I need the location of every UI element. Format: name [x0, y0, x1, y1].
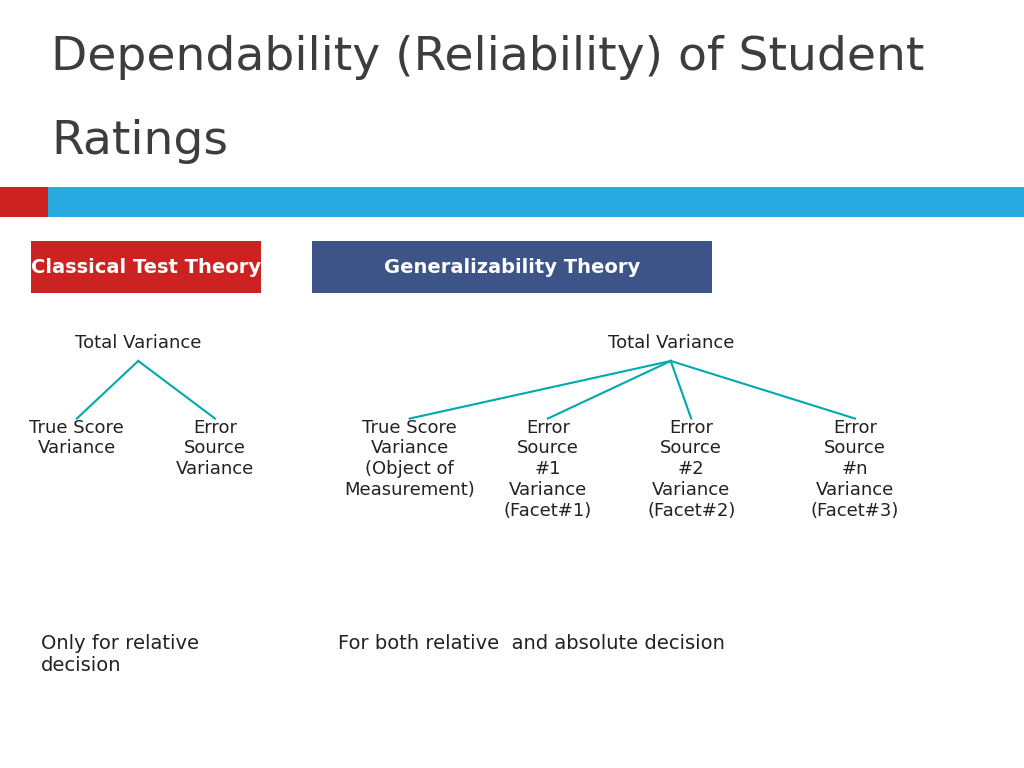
Text: Dependability (Reliability) of Student: Dependability (Reliability) of Student	[51, 35, 925, 80]
Text: Only for relative
decision: Only for relative decision	[41, 634, 199, 674]
Text: Ratings: Ratings	[51, 119, 228, 164]
Text: Classical Test Theory: Classical Test Theory	[31, 258, 261, 276]
Text: Total Variance: Total Variance	[607, 334, 734, 352]
Text: Error
Source
#n
Variance
(Facet#3): Error Source #n Variance (Facet#3)	[811, 419, 899, 520]
Text: Error
Source
#1
Variance
(Facet#1): Error Source #1 Variance (Facet#1)	[504, 419, 592, 520]
Text: Total Variance: Total Variance	[75, 334, 202, 352]
Text: Generalizability Theory: Generalizability Theory	[384, 258, 640, 276]
Text: For both relative  and absolute decision: For both relative and absolute decision	[338, 634, 725, 653]
Text: Error
Source
#2
Variance
(Facet#2): Error Source #2 Variance (Facet#2)	[647, 419, 735, 520]
FancyBboxPatch shape	[0, 187, 48, 217]
Text: Error
Source
Variance: Error Source Variance	[176, 419, 254, 478]
FancyBboxPatch shape	[312, 241, 712, 293]
Text: True Score
Variance: True Score Variance	[30, 419, 124, 458]
FancyBboxPatch shape	[48, 187, 1024, 217]
Text: True Score
Variance
(Object of
Measurement): True Score Variance (Object of Measureme…	[344, 419, 475, 499]
FancyBboxPatch shape	[31, 241, 261, 293]
